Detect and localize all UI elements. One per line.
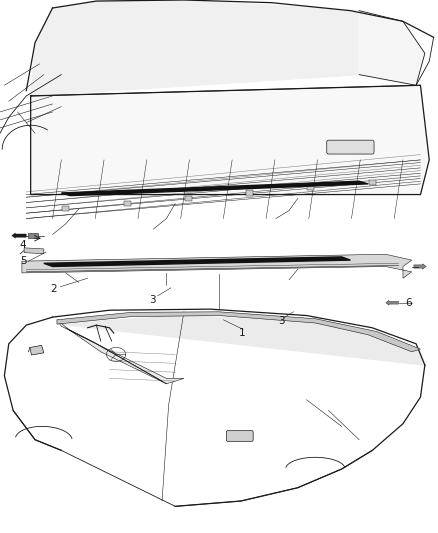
Polygon shape [44,257,350,266]
Bar [185,196,192,201]
Polygon shape [30,345,44,355]
Text: 1: 1 [239,328,245,338]
Polygon shape [31,85,429,195]
Polygon shape [22,254,412,278]
Text: 6: 6 [405,298,412,308]
Bar [62,206,69,212]
Polygon shape [61,181,368,196]
Polygon shape [57,316,425,365]
Text: 4: 4 [20,240,26,250]
Polygon shape [359,11,425,85]
Polygon shape [57,320,184,384]
Bar [307,185,314,190]
Text: 3: 3 [149,295,155,304]
FancyBboxPatch shape [226,431,253,441]
Polygon shape [31,0,359,96]
Bar [124,201,131,206]
Bar [246,190,253,196]
Bar [369,180,376,185]
Polygon shape [57,312,420,352]
Polygon shape [24,248,44,254]
Text: 5: 5 [20,256,26,266]
Text: 2: 2 [50,284,57,294]
FancyArrow shape [414,264,426,269]
FancyArrow shape [386,301,399,305]
FancyArrow shape [12,233,26,238]
FancyBboxPatch shape [327,140,374,154]
Text: 3: 3 [278,317,285,326]
Bar [28,233,38,238]
